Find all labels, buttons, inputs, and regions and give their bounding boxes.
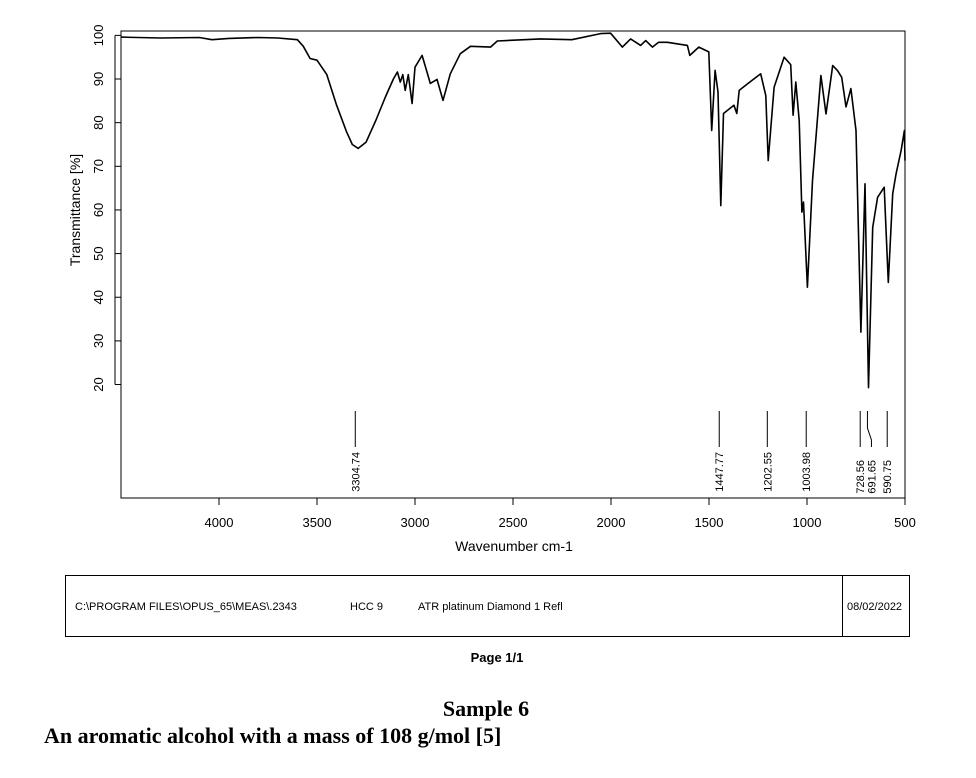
page-number: Page 1/1 bbox=[470, 650, 524, 665]
x-tick-label: 4000 bbox=[205, 515, 234, 530]
peak-label: 728.56 bbox=[855, 460, 867, 494]
sample-id: HCC 9 bbox=[350, 601, 384, 613]
y-tick-label: 40 bbox=[91, 290, 106, 304]
x-tick-label: 2500 bbox=[499, 515, 528, 530]
peak-label: 691.65 bbox=[866, 460, 878, 494]
y-tick-label: 70 bbox=[91, 159, 106, 173]
y-tick-label: 50 bbox=[91, 246, 106, 260]
x-tick-label: 1500 bbox=[695, 515, 724, 530]
y-tick-label: 80 bbox=[91, 115, 106, 129]
x-tick-label: 3500 bbox=[303, 515, 332, 530]
date: 08/02/2022 bbox=[847, 601, 903, 613]
peak-label: 1447.77 bbox=[714, 452, 726, 492]
divider bbox=[842, 576, 843, 636]
peak-label: 3304.74 bbox=[350, 452, 362, 492]
x-tick-label: 3000 bbox=[401, 515, 430, 530]
y-axis-label: Transmittance [%] bbox=[67, 154, 83, 266]
x-tick-label: 2000 bbox=[597, 515, 626, 530]
info-box: C:\PROGRAM FILES\OPUS_65\MEAS\.2343 HCC … bbox=[65, 575, 910, 637]
y-tick-label: 90 bbox=[91, 72, 106, 86]
x-axis-label: Wavenumber cm-1 bbox=[455, 538, 573, 554]
y-tick-label: 60 bbox=[91, 203, 106, 217]
plot-frame bbox=[120, 30, 906, 499]
peak-label: 1202.55 bbox=[762, 452, 774, 492]
x-tick-label: 1000 bbox=[793, 515, 822, 530]
peak-marker bbox=[866, 411, 872, 447]
peak-label: 1003.98 bbox=[801, 452, 813, 492]
peak-label: 590.75 bbox=[882, 460, 894, 494]
x-axis: 4000 3500 3000 2500 2000 1500 1000 500 bbox=[205, 498, 916, 530]
x-tick-label: 500 bbox=[894, 515, 916, 530]
sample-description: An aromatic alcohol with a mass of 108 g… bbox=[44, 723, 502, 748]
file-path: C:\PROGRAM FILES\OPUS_65\MEAS\.2343 bbox=[75, 601, 297, 613]
spectrum-line bbox=[120, 32, 906, 389]
peak-markers: 3304.74 1447.77 1202.55 1003.98 728.56 691.65… bbox=[350, 411, 894, 494]
y-tick-label: 30 bbox=[91, 334, 106, 348]
y-axis: 20 30 40 50 60 70 80 90 100 bbox=[91, 25, 121, 392]
y-tick-label: 20 bbox=[91, 377, 106, 391]
method: ATR platinum Diamond 1 Refl bbox=[418, 601, 563, 613]
ir-spectrum-chart: 20 30 40 50 60 70 80 90 100 4000 3500 3000 2500 2000… bbox=[67, 25, 916, 554]
sample-title: Sample 6 bbox=[442, 696, 530, 721]
y-tick-label: 100 bbox=[91, 25, 106, 47]
